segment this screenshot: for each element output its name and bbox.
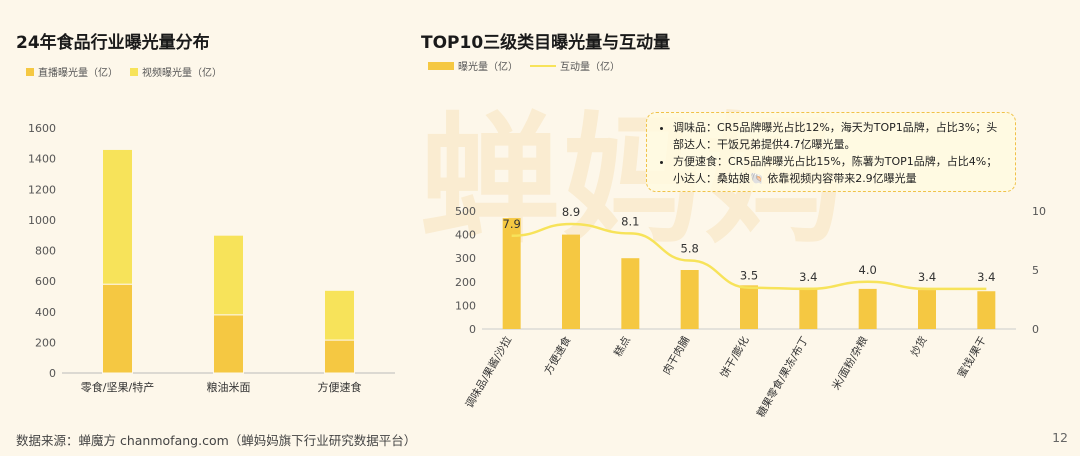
right-exposure-bar [858,288,877,329]
page-number: 12 [1052,430,1068,445]
left-category-label: 零食/坚果/特产 [81,380,154,394]
right-category-label: 炒货 [908,334,930,359]
right-left-y-tick-label: 400 [455,229,476,242]
left-legend: 直播曝光量（亿） 视频曝光量（亿） [26,64,222,79]
left-bar-segment [213,234,244,316]
right-category-label: 调味品/果酱/沙拉 [463,334,515,411]
right-exposure-bar [502,218,521,329]
right-right-y-tick-label: 0 [1032,323,1039,336]
left-y-tick-label: 400 [35,306,56,319]
legend-label-exposure: 曝光量（亿） [458,62,518,73]
left-category-label: 方便速食 [318,380,362,394]
interaction-data-label: 3.4 [918,270,936,284]
interaction-data-label: 8.9 [562,205,580,219]
legend-item-live: 直播曝光量（亿） [26,64,118,79]
interaction-data-label: 5.8 [681,242,699,256]
interaction-data-label: 3.4 [977,270,995,284]
left-bar-segment [324,289,355,341]
left-y-tick-label: 600 [35,275,56,288]
left-category-label: 粮油米面 [207,380,251,394]
right-right-y-tick-label: 10 [1032,205,1046,218]
right-exposure-bar [977,291,996,329]
left-y-tick-label: 1600 [28,122,56,135]
right-exposure-bar [740,285,758,329]
right-category-label: 饼干/膨化 [718,334,752,380]
legend-swatch-exposure [428,61,454,70]
left-y-tick-label: 800 [35,245,56,258]
interaction-data-label: 8.1 [621,214,639,228]
right-left-y-tick-label: 100 [455,299,476,312]
legend-item-interaction: 互动量（亿） [530,58,620,73]
right-category-label: 蜜饯/果干 [955,334,989,380]
interaction-data-label: 4.0 [859,263,877,277]
right-exposure-bar [562,234,580,329]
legend-label-interaction: 互动量（亿） [560,62,620,73]
left-y-tick-label: 200 [35,336,56,349]
right-exposure-bar [680,270,699,329]
left-bar-segment [324,339,355,374]
right-exposure-bar [918,290,936,329]
interaction-data-label: 3.5 [740,269,758,283]
interaction-data-label: 3.4 [799,270,817,284]
legend-item-video: 视频曝光量（亿） [130,64,222,79]
left-bar-segment [102,283,133,374]
legend-swatch-video [130,67,138,76]
left-y-tick-label: 1400 [28,153,56,166]
left-bar-segment [213,314,244,374]
right-category-label: 米/面粉/杂粮 [829,334,870,393]
left-y-tick-label: 0 [49,367,56,380]
legend-swatch-live [26,67,34,76]
legend-swatch-interaction [530,64,556,67]
right-right-y-tick-label: 5 [1032,264,1039,277]
right-category-label: 方便速食 [541,334,574,377]
data-source-footer: 数据来源：蝉魔方 chanmofang.com（蝉妈妈旗下行业研究数据平台） [16,433,417,448]
right-left-y-tick-label: 500 [455,205,476,218]
note-seasoning: 调味品：CR5品牌曝光占比12%，海天为TOP1品牌，占比3%；头部达人：干饭兄… [673,119,1005,153]
right-category-label: 糕点 [611,334,633,359]
legend-label-live: 直播曝光量（亿） [38,68,118,79]
right-exposure-bar [621,258,640,329]
right-left-y-tick-label: 0 [469,323,476,336]
interaction-data-label: 7.9 [503,217,521,231]
left-y-tick-label: 1200 [28,183,56,196]
note-instant-food: 方便速食：CR5品牌曝光占比15%，陈薯为TOP1品牌，占比4%；小达人：桑姑娘… [673,153,1005,187]
left-bar-segment [102,148,133,285]
legend-label-video: 视频曝光量（亿） [142,68,222,79]
right-left-y-tick-label: 200 [455,276,476,289]
right-category-label: 肉干肉脯 [660,334,693,377]
left-chart-title: 24年食品行业曝光量分布 [16,33,210,53]
left-chart: 0 200 400 600 800 1000 1200 1400 1600 零食/坚果/特产 粮油米… [28,122,395,394]
right-category-label: 糖果零食/果冻/布丁 [754,334,811,419]
right-chart-title: TOP10三级类目曝光量与互动量 [421,33,671,53]
left-y-tick-label: 1000 [28,214,56,227]
legend-item-exposure: 曝光量（亿） [428,58,518,73]
right-exposure-bar [799,287,818,329]
right-legend: 曝光量（亿） 互动量（亿） [428,58,620,73]
right-left-y-tick-label: 300 [455,252,476,265]
interaction-line [511,222,987,291]
right-chart: 0 100 200 300 400 500 0 5 10 调味品/果酱/沙拉 方便速食 糕点 肉干肉脯饼… [455,205,1046,419]
insight-note-box: 调味品：CR5品牌曝光占比12%，海天为TOP1品牌，占比3%；头部达人：干饭兄… [646,112,1016,192]
